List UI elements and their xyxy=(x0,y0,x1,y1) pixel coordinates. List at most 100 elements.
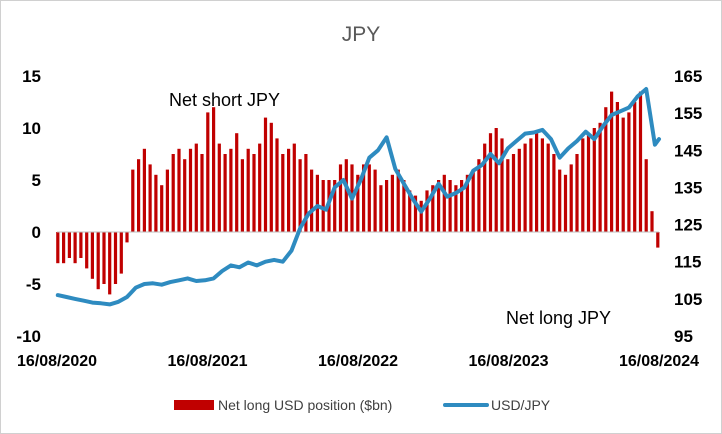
bar xyxy=(321,180,325,232)
right-tick-label: 95 xyxy=(674,327,693,346)
x-tick-label: 16/08/2024 xyxy=(619,353,699,370)
bar xyxy=(142,148,146,232)
bar xyxy=(235,133,239,232)
bar xyxy=(373,169,377,232)
bar xyxy=(212,107,216,232)
bar xyxy=(362,164,366,232)
usdjpy-line xyxy=(55,87,661,307)
x-tick-label: 16/08/2021 xyxy=(167,353,247,370)
bar xyxy=(396,169,400,232)
bar xyxy=(506,159,510,232)
bar xyxy=(183,159,187,232)
bar xyxy=(483,143,487,232)
bar xyxy=(615,102,619,232)
bar xyxy=(206,112,210,232)
bar xyxy=(477,159,481,232)
bar xyxy=(137,159,141,232)
left-tick-label: 5 xyxy=(32,171,41,190)
bar xyxy=(494,128,498,232)
annotation-net-long: Net long JPY xyxy=(506,308,611,328)
bar xyxy=(604,107,608,232)
bar xyxy=(188,148,193,232)
left-tick-label: 0 xyxy=(32,223,41,242)
bar xyxy=(148,164,152,232)
x-axis-ticks: 16/08/2020 16/08/2021 16/08/2022 16/08/2023… xyxy=(17,353,699,370)
bar xyxy=(425,190,429,232)
bar xyxy=(540,138,544,232)
x-tick-label: 16/08/2023 xyxy=(468,353,548,370)
bar xyxy=(413,195,418,232)
bar xyxy=(437,180,441,232)
bar xyxy=(598,122,602,232)
bar xyxy=(344,159,348,232)
bar xyxy=(610,91,614,232)
right-tick-label: 105 xyxy=(674,290,702,309)
bar xyxy=(217,143,221,232)
bar xyxy=(419,200,423,232)
right-tick-label: 125 xyxy=(674,216,702,235)
bar xyxy=(113,232,118,284)
bar xyxy=(73,232,77,264)
bar xyxy=(96,232,100,290)
bar xyxy=(442,174,446,232)
bar xyxy=(56,232,60,264)
bar xyxy=(90,232,94,279)
bar xyxy=(523,143,527,232)
bar xyxy=(310,169,314,232)
bar xyxy=(263,117,268,232)
bar xyxy=(287,148,291,232)
left-axis-ticks: 15 10 5 0 -5 -10 xyxy=(16,67,41,346)
right-axis-ticks: 165 155 145 135 125 115 105 95 xyxy=(674,67,702,346)
right-tick-label: 155 xyxy=(674,104,702,123)
bar xyxy=(586,133,591,232)
bar xyxy=(546,143,550,232)
bar xyxy=(223,154,227,232)
bar xyxy=(465,174,469,232)
bar xyxy=(125,232,129,243)
right-tick-label: 145 xyxy=(674,141,702,160)
bar xyxy=(627,112,631,232)
legend-line-label: USD/JPY xyxy=(491,397,551,413)
right-tick-label: 135 xyxy=(674,178,702,197)
bar xyxy=(356,174,360,232)
bar xyxy=(448,180,452,232)
bar xyxy=(558,169,562,232)
bar xyxy=(535,133,539,232)
bar xyxy=(177,148,181,232)
bar xyxy=(171,154,175,232)
bar xyxy=(650,211,654,232)
bar xyxy=(338,164,343,232)
legend: Net long USD position ($bn) USD/JPY xyxy=(174,397,551,413)
bar xyxy=(200,154,204,232)
bar xyxy=(165,169,169,232)
bar xyxy=(621,117,625,232)
bar xyxy=(154,174,158,232)
bar xyxy=(581,138,585,232)
bar xyxy=(575,154,579,232)
bar xyxy=(240,159,244,232)
bar xyxy=(246,148,250,232)
bar xyxy=(379,185,383,232)
bar xyxy=(229,148,233,232)
bar xyxy=(79,232,83,258)
right-tick-label: 115 xyxy=(674,253,701,272)
bar xyxy=(390,174,394,232)
legend-bar-swatch xyxy=(174,400,214,410)
bar xyxy=(633,102,637,232)
right-tick-label: 165 xyxy=(674,67,702,86)
bar xyxy=(160,185,164,232)
bar xyxy=(460,180,464,232)
bar xyxy=(62,232,66,264)
left-tick-label: 10 xyxy=(22,119,41,138)
bar xyxy=(292,143,296,232)
bar xyxy=(275,138,279,232)
bar xyxy=(454,185,458,232)
bar xyxy=(511,154,516,232)
bar xyxy=(315,174,319,232)
bar xyxy=(471,169,475,232)
bar xyxy=(269,122,273,232)
bar xyxy=(102,232,106,284)
left-tick-label: -10 xyxy=(16,327,41,346)
